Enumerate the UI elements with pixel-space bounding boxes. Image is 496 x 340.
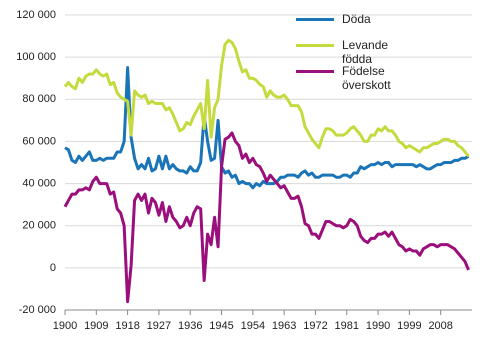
x-tick-label: 1990 xyxy=(366,320,390,332)
x-tick-label: 1909 xyxy=(84,320,108,332)
series-line xyxy=(63,38,470,158)
legend-item: Levande födda xyxy=(296,38,476,66)
x-tick-label: 1900 xyxy=(53,320,77,332)
legend-swatch xyxy=(296,70,334,73)
x-tick-label: 1918 xyxy=(115,320,139,332)
legend-item: Döda xyxy=(296,12,476,38)
x-tick-label: 1954 xyxy=(241,320,265,332)
y-tick-label: 100 000 xyxy=(16,51,56,63)
legend-swatch xyxy=(296,18,334,21)
series-line xyxy=(64,66,470,190)
series-line xyxy=(63,131,470,304)
legend-label: Levande födda xyxy=(342,38,389,66)
y-tick-label: -20 000 xyxy=(19,304,56,316)
y-tick-label: 40 000 xyxy=(22,177,56,189)
x-tick-label: 1936 xyxy=(178,320,202,332)
legend: Döda Levande födda Födelse överskott xyxy=(296,12,476,92)
x-tick-label: 1927 xyxy=(147,320,171,332)
x-tick-label: 1981 xyxy=(335,320,359,332)
x-tick-label: 1963 xyxy=(272,320,296,332)
x-tick-label: 2008 xyxy=(428,320,452,332)
y-tick-label: 80 000 xyxy=(22,93,56,105)
legend-swatch xyxy=(296,44,334,47)
legend-item: Födelse överskott xyxy=(296,64,476,92)
x-tick-label: 1972 xyxy=(303,320,327,332)
legend-label: Födelse överskott xyxy=(342,64,391,92)
y-tick-label: 20 000 xyxy=(22,220,56,232)
y-tick-label: 60 000 xyxy=(22,135,56,147)
x-tick-label: 1999 xyxy=(397,320,421,332)
y-tick-label: 120 000 xyxy=(16,9,56,21)
legend-label: Döda xyxy=(342,12,371,26)
x-tick-label: 1945 xyxy=(209,320,233,332)
y-tick-label: 0 xyxy=(50,262,56,274)
